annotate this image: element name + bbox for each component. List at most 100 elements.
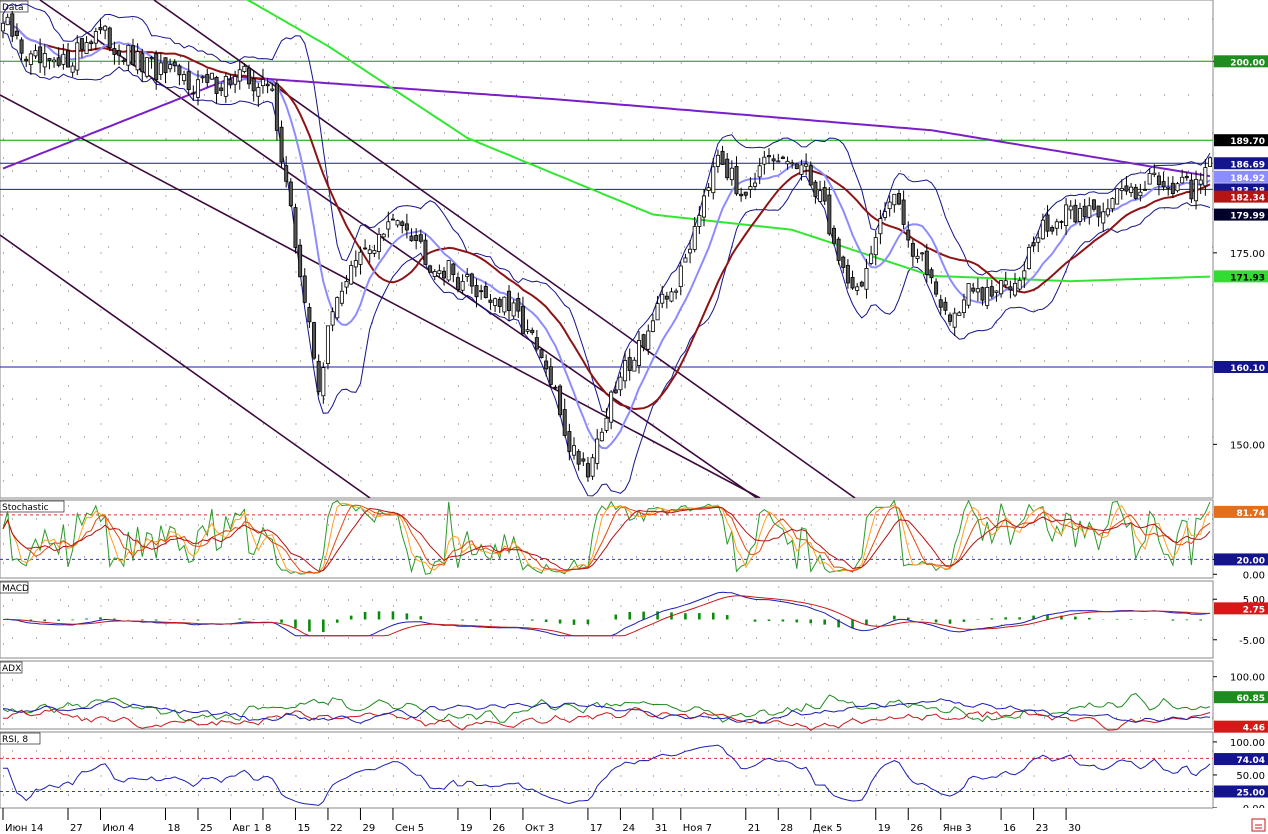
candle-body bbox=[720, 150, 725, 165]
candle-body bbox=[200, 76, 205, 79]
price-tag-8: 160.10 bbox=[1230, 364, 1265, 374]
stochastic-series bbox=[2, 499, 1211, 575]
candle-body bbox=[948, 314, 953, 322]
stoch-panel: Stochastic 0.00 20.00 bbox=[0, 499, 1268, 581]
macd-signal-line bbox=[2, 595, 1210, 637]
candle-body bbox=[0, 22, 6, 32]
macd-tick-label: 5.00 bbox=[1243, 595, 1265, 606]
candle-body bbox=[28, 53, 33, 65]
candle-body bbox=[961, 299, 966, 313]
x-tick-label-12: 26 bbox=[492, 823, 505, 834]
candle-body bbox=[627, 357, 632, 372]
candle-body bbox=[971, 287, 976, 292]
stoch-tag-box-0 bbox=[1214, 505, 1268, 518]
stoch-label-box bbox=[0, 500, 65, 513]
candle-body bbox=[753, 182, 758, 187]
candle-body bbox=[910, 242, 915, 257]
candle-body bbox=[516, 297, 521, 312]
candle-body bbox=[1175, 183, 1180, 192]
x-tick-label-20: Дек 5 bbox=[813, 823, 843, 834]
candle-body bbox=[84, 42, 89, 54]
candle-body bbox=[734, 165, 739, 195]
candle-body bbox=[1059, 221, 1064, 223]
candle-body bbox=[288, 181, 293, 207]
candle-body bbox=[1008, 286, 1013, 291]
candle-body bbox=[5, 16, 10, 26]
candle-body bbox=[701, 195, 706, 218]
candle-body bbox=[808, 165, 813, 186]
candle-body bbox=[400, 221, 405, 226]
x-tick-label-1: 27 bbox=[70, 823, 83, 834]
candle-body bbox=[813, 181, 818, 197]
price-tag-box-5 bbox=[1214, 190, 1268, 203]
trend-line-1 bbox=[39, 0, 758, 498]
candle-body bbox=[1050, 227, 1055, 232]
candle-body bbox=[1054, 221, 1059, 229]
rsi-tag-0: 74.04 bbox=[1237, 756, 1265, 766]
adx-tag-1: 4.46 bbox=[1243, 724, 1265, 734]
candle-body bbox=[432, 271, 437, 277]
candle-body bbox=[790, 162, 795, 165]
candle-body bbox=[776, 160, 781, 163]
candle-body bbox=[237, 69, 242, 82]
x-tick-label-18: 21 bbox=[748, 823, 761, 834]
price-tag-3: 184.92 bbox=[1230, 174, 1265, 184]
candle-body bbox=[186, 71, 191, 91]
candle-body bbox=[873, 237, 878, 256]
price-tick-label: 150.00 bbox=[1230, 440, 1265, 451]
candle-body bbox=[321, 367, 326, 397]
candle-body bbox=[24, 58, 29, 62]
candle-body bbox=[715, 154, 720, 167]
rsi-line bbox=[3, 744, 1211, 806]
candle-body bbox=[1017, 279, 1022, 290]
candle-body bbox=[330, 311, 335, 326]
price-tag-box-6 bbox=[1214, 208, 1268, 221]
candle-body bbox=[242, 65, 247, 72]
candle-body bbox=[845, 264, 850, 284]
x-tick-label-17: Ноя 7 bbox=[683, 823, 712, 834]
x-axis: Июн 14 27 Июл 4 18 25 Авг 1 8 15 22 29 Сен 5 19 26 Ок… bbox=[0, 807, 1268, 834]
x-tick-label-10: Сен 5 bbox=[395, 823, 424, 834]
candle-body bbox=[646, 330, 651, 350]
candle-body bbox=[850, 277, 855, 289]
price-tag-box-2 bbox=[1214, 157, 1268, 170]
candle-body bbox=[664, 295, 669, 300]
x-tick-label-0: Июн 14 bbox=[5, 823, 43, 834]
candle-body bbox=[214, 76, 219, 94]
candle-body bbox=[209, 72, 214, 80]
macd-axis-bg bbox=[1213, 581, 1268, 658]
candle-body bbox=[567, 431, 572, 452]
candle-body bbox=[799, 164, 804, 175]
candle-body bbox=[674, 290, 679, 293]
candle-body bbox=[1198, 179, 1203, 185]
candle-body bbox=[98, 26, 103, 31]
candle-body bbox=[831, 227, 836, 244]
adx-panel: ADX 100.00 bbox=[0, 660, 1268, 730]
stochastic-slow-line bbox=[2, 506, 1211, 572]
candle-body bbox=[725, 158, 730, 179]
candle-body bbox=[544, 360, 549, 370]
candle-body bbox=[363, 247, 368, 250]
candle-body bbox=[353, 260, 358, 268]
stoch-tag-0: 81.74 bbox=[1237, 509, 1265, 519]
adx-series bbox=[2, 692, 1211, 732]
candle-body bbox=[804, 163, 809, 167]
candle-body bbox=[1180, 176, 1185, 184]
candle-body bbox=[247, 67, 252, 85]
x-tick-label-5: Авг 1 bbox=[232, 823, 260, 834]
price-tag-6: 179.99 bbox=[1230, 212, 1265, 222]
rsi-tag-box-0 bbox=[1214, 753, 1268, 766]
rsi-label: RSI, 8 bbox=[2, 735, 28, 745]
candle-body bbox=[465, 274, 470, 278]
candle-body bbox=[19, 39, 24, 54]
x-tick-label-19: 28 bbox=[780, 823, 793, 834]
x-tick-label-21: 19 bbox=[878, 823, 891, 834]
macd-label: MACD bbox=[2, 584, 29, 594]
candle-body bbox=[14, 30, 19, 36]
candle-body bbox=[1101, 211, 1106, 224]
candle-body bbox=[692, 226, 697, 250]
candle-body bbox=[191, 92, 196, 95]
candle-body bbox=[349, 265, 354, 285]
candle-body bbox=[70, 65, 75, 73]
